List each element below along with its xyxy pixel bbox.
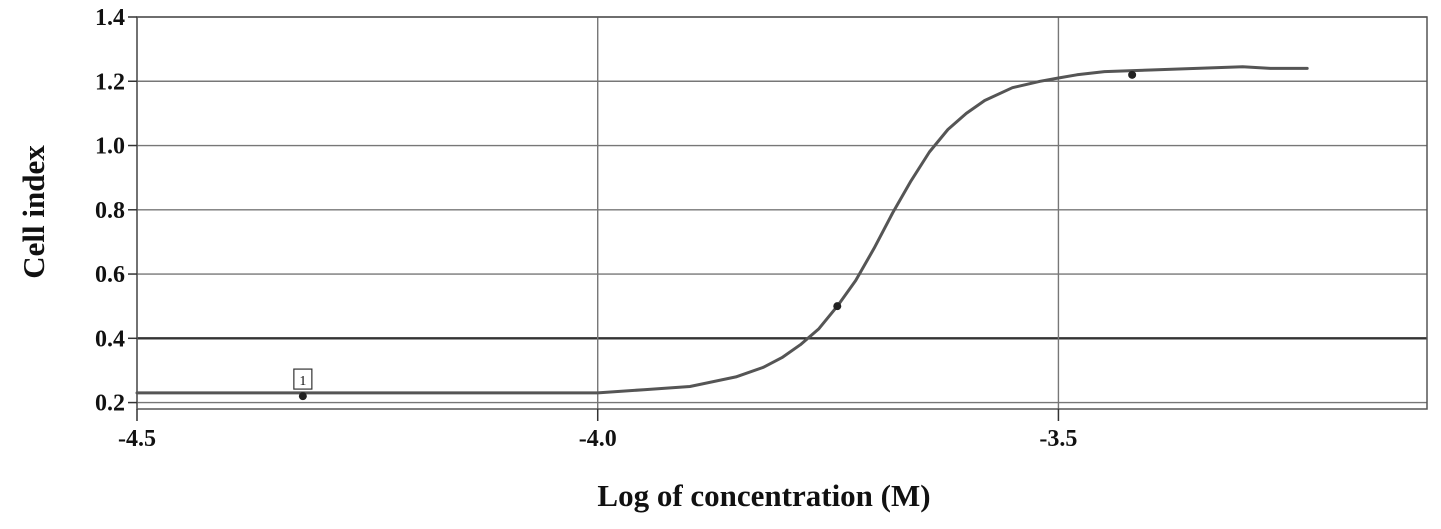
- data-point-marker: [298, 392, 307, 401]
- series-layer: [135, 65, 1309, 395]
- annotation-layer: 1: [293, 368, 313, 390]
- annotation-box: [293, 368, 313, 390]
- series-line: [135, 65, 1309, 395]
- annotation-label: 1: [299, 374, 306, 389]
- y-tick-label: 0.6: [95, 262, 125, 288]
- x-tick-label: -3.5: [1039, 426, 1077, 452]
- y-axis-ticks: 0.2 0.4 0.6 0.8 1.0 1.2 1.4: [95, 5, 137, 417]
- y-tick-label: 1.0: [95, 134, 125, 160]
- data-point-marker: [833, 302, 842, 311]
- y-tick-label: 0.4: [95, 326, 125, 352]
- x-axis-title: Log of concentration (M): [597, 478, 930, 513]
- y-tick-label: 0.2: [95, 391, 125, 417]
- marker-layer: [298, 70, 1137, 401]
- plot-frame: [136, 16, 1428, 410]
- y-axis-title: Cell index: [16, 145, 51, 279]
- y-tick-label: 0.8: [95, 198, 125, 224]
- x-tick-label: -4.0: [579, 426, 617, 452]
- plot-border: [136, 16, 1428, 410]
- grid: [136, 16, 1427, 409]
- y-tick-label: 1.2: [95, 69, 125, 95]
- x-tick-label: -4.5: [118, 426, 156, 452]
- x-axis-ticks: -4.5 -4.0 -3.5: [118, 409, 1077, 452]
- data-point-marker: [1128, 70, 1137, 79]
- y-tick-label: 1.4: [95, 5, 125, 31]
